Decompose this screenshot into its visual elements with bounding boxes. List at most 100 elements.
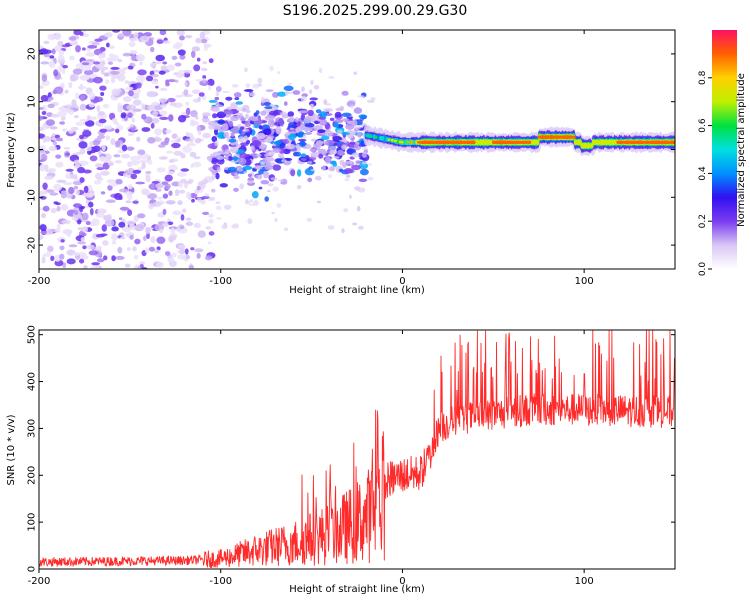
- heatmap-cell: [47, 167, 57, 173]
- heatmap-cell: [257, 77, 263, 84]
- heatmap-cell: [124, 263, 131, 268]
- heatmap-cell: [324, 139, 334, 146]
- heatmap-cell: [151, 181, 160, 184]
- heatmap-cell: [75, 92, 79, 100]
- heatmap-cell: [247, 173, 252, 177]
- heatmap-cell: [360, 168, 369, 176]
- heatmap-cell: [110, 138, 116, 146]
- heatmap-cell: [159, 110, 168, 116]
- heatmap-cell: [127, 112, 133, 119]
- heatmap-cell: [115, 255, 125, 260]
- heatmap-cell: [123, 96, 132, 102]
- heatmap-cell: [341, 112, 352, 118]
- heatmap-cell: [123, 172, 128, 177]
- heatmap-cell: [150, 236, 156, 244]
- heatmap-cell: [122, 30, 132, 36]
- heatmap-cell: [221, 224, 228, 230]
- heatmap-cell: [88, 250, 99, 256]
- heatmap-cell: [281, 159, 287, 163]
- heatmap-cell: [40, 196, 47, 200]
- heatmap-cell: [256, 153, 262, 157]
- snr-panel: -200 -100 0 100 0 100 200 300 400 500 Height of …: [6, 325, 676, 595]
- heatmap-cell: [127, 65, 134, 70]
- heatmap-cell: [304, 131, 313, 135]
- heatmap-cell: [201, 179, 209, 185]
- heatmap-cell: [69, 55, 75, 61]
- heatmap-y-tick-label: 10: [27, 95, 38, 108]
- heatmap-cell: [193, 64, 201, 72]
- heatmap-cell: [302, 134, 307, 139]
- colorbar-label: Normalized spectral amplitude: [736, 73, 747, 227]
- heatmap-cell: [72, 180, 83, 186]
- colorbar-tick-label: 0.2: [698, 214, 708, 228]
- heatmap-cell: [49, 55, 55, 59]
- heatmap-cell: [332, 162, 338, 167]
- heatmap-cell: [223, 131, 229, 138]
- heatmap-cell: [251, 191, 259, 199]
- heatmap-cell: [157, 196, 163, 200]
- heatmap-cell: [215, 205, 222, 211]
- heatmap-cell: [300, 95, 307, 102]
- heatmap-cell: [51, 48, 56, 55]
- heatmap-cell: [572, 135, 576, 139]
- heatmap-cell: [165, 251, 171, 256]
- heatmap-cell: [275, 128, 282, 135]
- heatmap-cell: [87, 44, 98, 49]
- heatmap-cell: [309, 104, 314, 107]
- heatmap-cell: [233, 155, 238, 162]
- snr-x-tick-label: -200: [28, 576, 51, 587]
- heatmap-cell: [100, 170, 110, 176]
- heatmap-cell: [536, 139, 540, 146]
- snr-y-tick-label: 100: [27, 513, 38, 532]
- figure-title: S196.2025.299.00.29.G30: [283, 3, 468, 19]
- heatmap-cell: [134, 238, 141, 245]
- heatmap-cell: [72, 252, 80, 256]
- heatmap-cell: [332, 135, 340, 141]
- heatmap-cell: [264, 196, 270, 202]
- heatmap-cell: [62, 181, 73, 186]
- heatmap-cell: [208, 84, 212, 91]
- heatmap-cell: [217, 131, 226, 139]
- heatmap-cell: [310, 138, 317, 142]
- heatmap-cell: [39, 163, 46, 172]
- heatmap-cell: [273, 122, 279, 126]
- heatmap-cell: [193, 222, 201, 229]
- heatmap-cell: [244, 113, 249, 119]
- heatmap-cell: [131, 117, 135, 123]
- heatmap-cell: [56, 223, 61, 230]
- heatmap-cell: [109, 45, 115, 49]
- heatmap-cell: [165, 200, 176, 205]
- snr-x-tick-label: -100: [209, 576, 232, 587]
- heatmap-cell: [165, 82, 170, 87]
- heatmap-cell: [84, 204, 90, 209]
- heatmap-cell: [91, 262, 100, 266]
- heatmap-cell: [249, 199, 254, 203]
- heatmap-cell: [57, 40, 64, 47]
- heatmap-cell: [79, 103, 87, 111]
- heatmap-cell: [671, 140, 675, 145]
- heatmap-cell: [82, 245, 87, 250]
- heatmap-cell: [55, 161, 64, 168]
- heatmap-cell: [174, 189, 180, 197]
- heatmap-cell: [120, 112, 127, 117]
- heatmap-cell: [196, 185, 201, 191]
- heatmap-cell: [181, 208, 187, 213]
- heatmap-cell: [189, 136, 196, 140]
- heatmap-cell: [307, 177, 313, 183]
- heatmap-cell: [86, 146, 92, 152]
- heatmap-cell: [104, 219, 115, 227]
- heatmap-cell: [216, 166, 221, 172]
- heatmap-cell: [68, 81, 73, 89]
- heatmap-cell: [111, 240, 117, 245]
- heatmap-cell: [132, 108, 142, 112]
- heatmap-cell: [307, 109, 314, 117]
- heatmap-cell: [230, 115, 239, 122]
- heatmap-cell: [159, 98, 168, 103]
- heatmap-cell: [194, 189, 199, 195]
- heatmap-cell: [177, 49, 186, 56]
- heatmap-cell: [233, 187, 239, 192]
- heatmap-cell: [266, 190, 271, 193]
- heatmap-cell: [238, 157, 247, 166]
- heatmap-cell: [344, 164, 349, 167]
- heatmap-cell: [79, 134, 85, 140]
